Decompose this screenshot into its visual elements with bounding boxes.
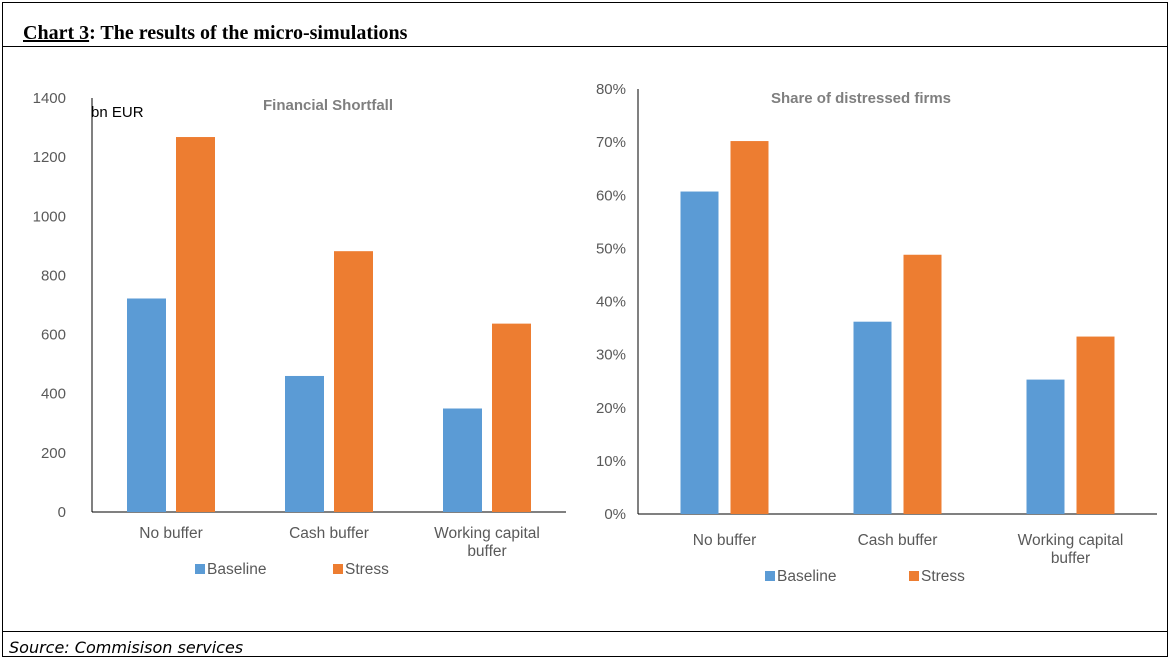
y-tick-label: 30% [596,347,626,364]
bar-baseline-2 [853,321,892,514]
legend-label-stress: Stress [921,568,965,585]
bar-stress-3 [492,323,531,512]
financial-shortfall-chart: 0 200 400 600 800 1000 1200 1400 No buffer Cash b… [33,90,566,578]
legend-swatch-baseline [765,571,775,581]
y-tick-label: 60% [596,187,626,204]
chart-title: Financial Shortfall [263,97,393,114]
figure-title: Chart 3: The results of the micro-simula… [23,21,407,45]
legend-swatch-baseline [195,564,205,574]
y-tick-label: 20% [596,400,626,417]
y-tick-label: 80% [596,81,626,98]
unit-label: bn EUR [91,104,144,121]
y-tick-label: 10% [596,453,626,470]
y-tick-label: 40% [596,294,626,311]
x-category-label: Cash buffer [289,525,369,542]
footer-divider [3,631,1167,632]
legend-label-stress: Stress [345,561,389,578]
bar-baseline-1 [127,298,166,512]
y-tick-label: 50% [596,240,626,257]
x-category-label: Working capital [434,525,540,542]
distressed-firms-chart: 0% 10% 20% 30% 40% 50% 60% 70% 80% No buffer Cash … [596,81,1157,585]
legend-swatch-stress [333,564,343,574]
legend-label-baseline: Baseline [777,568,836,585]
bar-stress-1 [730,141,769,514]
y-tick-label: 0 [58,504,66,521]
bar-baseline-3 [1026,379,1065,514]
x-category-label: No buffer [139,525,202,542]
chart-title: Share of distressed firms [771,90,951,107]
bar-stress-3 [1076,336,1115,514]
figure-title-prefix: Chart 3 [23,22,90,44]
y-tick-label: 1000 [33,208,66,225]
y-tick-label: 200 [41,445,66,462]
x-category-label: No buffer [693,532,756,549]
x-category-label: Cash buffer [858,532,938,549]
y-tick-label: 600 [41,327,66,344]
bar-baseline-3 [443,408,482,512]
bar-stress-2 [334,251,373,512]
y-tick-label: 800 [41,267,66,284]
bar-stress-2 [903,254,942,514]
y-tick-label: 1400 [33,90,66,107]
figure-title-text: : The results of the micro-simulations [89,22,408,44]
y-tick-label: 1200 [33,149,66,166]
bar-baseline-1 [680,191,719,514]
legend-swatch-stress [909,571,919,581]
y-tick-label: 400 [41,386,66,403]
y-tick-label: 70% [596,134,626,151]
x-category-label: buffer [1051,550,1090,567]
header: Chart 3: The results of the micro-simula… [3,3,1167,47]
y-tick-label: 0% [604,506,626,523]
source-note: Source: Commisison services [9,638,244,657]
x-category-label: buffer [467,543,506,560]
bar-stress-1 [176,137,215,512]
bar-baseline-2 [285,375,324,512]
legend-label-baseline: Baseline [207,561,266,578]
x-category-label: Working capital [1018,532,1124,549]
